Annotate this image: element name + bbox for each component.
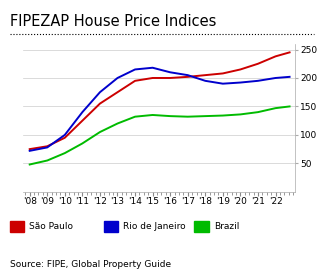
Text: FIPEZAP House Price Indices: FIPEZAP House Price Indices [10, 14, 216, 29]
Text: Brazil: Brazil [214, 222, 239, 231]
Text: Source: FIPE, Global Property Guide: Source: FIPE, Global Property Guide [10, 259, 171, 269]
Text: Rio de Janeiro: Rio de Janeiro [123, 222, 186, 231]
Text: São Paulo: São Paulo [29, 222, 73, 231]
